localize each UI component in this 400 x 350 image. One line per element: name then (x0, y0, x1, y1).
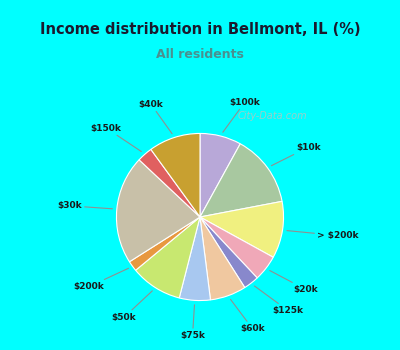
Text: $10k: $10k (272, 143, 321, 166)
Text: $40k: $40k (138, 100, 172, 134)
Text: All residents: All residents (156, 48, 244, 61)
Text: $20k: $20k (270, 271, 318, 294)
Wedge shape (200, 217, 273, 278)
Text: Income distribution in Bellmont, IL (%): Income distribution in Bellmont, IL (%) (40, 22, 360, 37)
Wedge shape (179, 217, 210, 301)
Wedge shape (139, 149, 200, 217)
Wedge shape (130, 217, 200, 270)
Wedge shape (200, 144, 282, 217)
Text: $30k: $30k (57, 201, 112, 210)
Wedge shape (200, 201, 284, 257)
Text: $200k: $200k (73, 268, 128, 291)
Text: > $200k: > $200k (287, 231, 359, 240)
Text: City-Data.com: City-Data.com (237, 111, 307, 121)
Wedge shape (200, 217, 257, 288)
Wedge shape (136, 217, 200, 298)
Text: $150k: $150k (91, 124, 141, 152)
Text: $125k: $125k (254, 286, 304, 315)
Wedge shape (200, 217, 245, 300)
Text: $60k: $60k (230, 299, 265, 333)
Wedge shape (200, 133, 240, 217)
Text: $100k: $100k (223, 98, 260, 132)
Text: $75k: $75k (180, 305, 205, 340)
Wedge shape (151, 133, 200, 217)
Wedge shape (116, 160, 200, 262)
Text: $50k: $50k (112, 291, 152, 322)
